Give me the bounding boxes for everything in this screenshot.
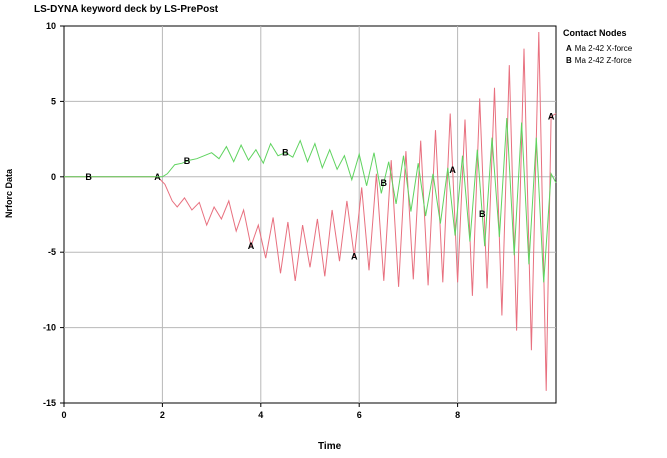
legend-item-z-force: B Ma 2-42 Z-force (566, 56, 632, 65)
y-tick-label: -15 (43, 398, 56, 408)
series-marker-a: A (548, 111, 555, 121)
x-tick-label: 6 (357, 410, 362, 420)
legend-marker-a: A (566, 44, 572, 53)
series-line-z-force (64, 117, 557, 283)
x-tick-label: 8 (455, 410, 460, 420)
series-marker-a: A (351, 252, 358, 262)
y-tick-label: 5 (51, 96, 56, 106)
series-marker-a: A (449, 165, 456, 175)
series-marker-b: B (282, 148, 289, 158)
series-marker-b: B (381, 178, 388, 188)
x-tick-label: 4 (258, 410, 263, 420)
legend-label-z-force: Ma 2-42 Z-force (574, 56, 632, 65)
legend-label-x-force: Ma 2-42 X-force (574, 44, 633, 53)
plot-frame (63, 25, 557, 404)
y-tick-label: 0 (51, 172, 56, 182)
legend-title: Contact Nodes (563, 28, 627, 38)
series-marker-b: B (184, 156, 191, 166)
series-marker-a: A (248, 241, 255, 251)
x-tick-label: 0 (61, 410, 66, 420)
y-tick-label: 10 (46, 21, 56, 31)
legend-item-x-force: A Ma 2-42 X-force (566, 44, 632, 53)
chart-title: LS-DYNA keyword deck by LS-PrePost (34, 4, 219, 15)
y-tick-label: -10 (43, 323, 56, 333)
series-marker-b: B (479, 209, 486, 219)
series-marker-b: B (85, 172, 92, 182)
legend-marker-b: B (566, 56, 572, 65)
y-tick-label: -5 (48, 247, 56, 257)
x-axis-label: Time (318, 441, 342, 452)
series-line-x-force (64, 31, 557, 391)
x-tick-label: 2 (160, 410, 165, 420)
